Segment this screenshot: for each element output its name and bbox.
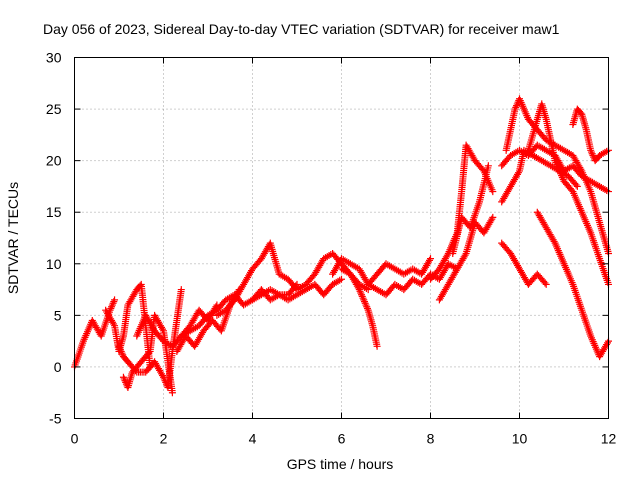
x-tick-label: 10 <box>512 431 528 447</box>
data-point <box>577 165 585 173</box>
data-point <box>116 346 124 354</box>
y-axis-label: SDTVAR / TECUs <box>5 182 21 294</box>
x-axis-ticks: 0 2 4 6 8 10 12 <box>71 57 617 447</box>
x-tick-label: 0 <box>71 431 79 447</box>
data-point <box>550 237 558 245</box>
data-point <box>443 251 451 259</box>
data-point <box>109 299 117 307</box>
data-point <box>121 377 129 385</box>
data-point <box>515 169 523 177</box>
data-point <box>589 151 597 159</box>
data-points <box>71 95 612 397</box>
data-point <box>159 325 167 333</box>
y-tick-label: 30 <box>46 50 62 66</box>
data-point <box>357 289 365 297</box>
data-point <box>512 103 520 111</box>
data-point <box>360 298 368 306</box>
data-point <box>363 303 371 311</box>
data-point <box>577 109 585 117</box>
data-point <box>358 292 366 300</box>
data-point <box>118 349 126 357</box>
x-tick-label: 8 <box>427 431 435 447</box>
data-point <box>361 299 369 307</box>
data-point <box>355 286 363 294</box>
y-tick-label: -5 <box>49 411 62 427</box>
data-point <box>119 373 127 381</box>
data-point <box>542 280 550 288</box>
data-point <box>373 342 381 350</box>
data-point <box>461 251 469 259</box>
data-point <box>110 298 118 306</box>
x-axis-label: GPS time / hours <box>287 456 394 472</box>
data-point <box>513 102 521 110</box>
data-point <box>426 256 434 264</box>
data-point <box>587 148 595 156</box>
data-point <box>168 389 176 397</box>
data-point <box>360 296 368 304</box>
x-tick-label: 2 <box>160 431 168 447</box>
data-point <box>110 320 118 328</box>
data-point <box>359 294 367 302</box>
x-tick-label: 4 <box>249 431 257 447</box>
chart-title: Day 056 of 2023, Sidereal Day-to-day VTE… <box>43 21 560 37</box>
data-point <box>488 215 496 223</box>
y-tick-label: 10 <box>46 256 62 272</box>
data-point <box>136 282 144 290</box>
data-point <box>159 372 167 380</box>
y-axis-ticks: -5 0 5 10 15 20 25 30 <box>46 50 609 427</box>
data-point <box>111 296 119 304</box>
data-point <box>177 286 185 294</box>
x-tick-label: 12 <box>601 431 617 447</box>
y-tick-label: 15 <box>46 204 62 220</box>
data-point <box>511 105 519 113</box>
x-tick-label: 6 <box>338 431 346 447</box>
data-point <box>427 255 434 263</box>
data-point <box>362 301 370 309</box>
grid <box>74 57 609 419</box>
data-point <box>572 181 580 189</box>
data-point <box>484 162 492 170</box>
data-point <box>108 301 116 309</box>
y-tick-label: 5 <box>54 307 62 323</box>
data-point <box>588 150 596 158</box>
data-point <box>338 275 345 283</box>
data-point <box>145 349 153 357</box>
data-point <box>604 339 612 347</box>
data-point <box>107 304 115 312</box>
data-point <box>573 182 581 190</box>
data-point <box>120 375 128 383</box>
y-tick-label: 20 <box>46 153 62 169</box>
y-tick-label: 0 <box>54 359 62 375</box>
data-point <box>115 342 123 350</box>
data-point <box>354 284 362 292</box>
data-point <box>363 304 371 312</box>
data-point <box>358 291 366 299</box>
data-point <box>489 188 497 196</box>
data-point <box>117 347 125 355</box>
data-point <box>587 146 595 154</box>
data-point <box>356 287 364 295</box>
y-tick-label: 25 <box>46 101 62 117</box>
data-point <box>541 279 549 287</box>
data-point <box>489 213 497 221</box>
data-point <box>116 344 124 352</box>
data-point <box>108 303 116 311</box>
